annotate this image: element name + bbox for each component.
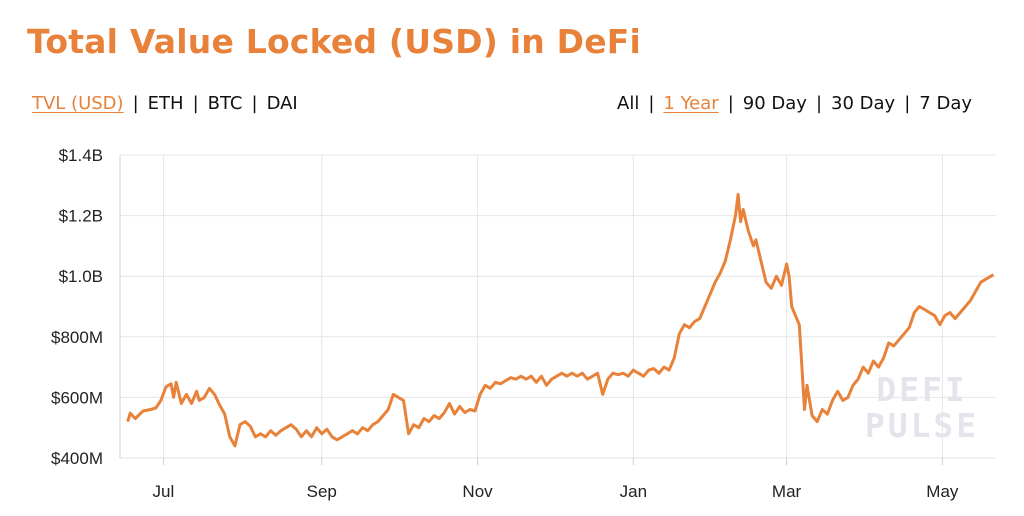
separator: | xyxy=(815,93,823,114)
separator: | xyxy=(251,93,258,114)
y-tick-label: $800M xyxy=(51,328,103,347)
unit-option-btc[interactable]: BTC xyxy=(207,93,243,114)
separator: | xyxy=(648,93,655,114)
x-tick-label: Nov xyxy=(462,482,493,501)
separator: | xyxy=(904,93,911,114)
y-tick-label: $600M xyxy=(51,388,103,407)
separator: | xyxy=(727,93,734,114)
page-title: Total Value Locked (USD) in DeFi xyxy=(27,22,642,61)
unit-option-tvl-usd[interactable]: TVL (USD) xyxy=(32,93,124,114)
x-tick-label: Mar xyxy=(772,482,802,501)
y-tick-label: $1.0B xyxy=(59,267,103,286)
range-option-7-day[interactable]: 7 Day xyxy=(919,93,972,114)
range-selector: All | 1 Year | 90 Day | 30 Day | 7 Day xyxy=(617,93,972,114)
separator: | xyxy=(132,93,139,114)
x-tick-label: Jul xyxy=(153,482,175,501)
range-option-all[interactable]: All xyxy=(617,93,640,114)
chart-grid xyxy=(119,154,996,465)
unit-selector: TVL (USD) | ETH | BTC | DAI xyxy=(32,93,298,114)
y-tick-label: $400M xyxy=(51,449,103,468)
y-axis-ticks: $400M $600M $800M $1.0B $1.2B $1.4B xyxy=(51,146,103,468)
range-option-1-year[interactable]: 1 Year xyxy=(663,93,719,114)
unit-option-dai[interactable]: DAI xyxy=(266,93,298,114)
x-tick-label: May xyxy=(926,482,959,501)
range-option-30-day[interactable]: 30 Day xyxy=(831,93,896,114)
y-tick-label: $1.4B xyxy=(59,146,103,165)
x-axis-ticks: Jul Sep Nov Jan Mar May xyxy=(153,482,959,501)
unit-option-eth[interactable]: ETH xyxy=(147,93,184,114)
tvl-series-line xyxy=(126,192,995,448)
x-tick-label: Jan xyxy=(620,482,647,501)
x-tick-label: Sep xyxy=(307,482,337,501)
separator: | xyxy=(192,93,199,114)
range-option-90-day[interactable]: 90 Day xyxy=(742,93,807,114)
y-tick-label: $1.2B xyxy=(59,207,103,226)
